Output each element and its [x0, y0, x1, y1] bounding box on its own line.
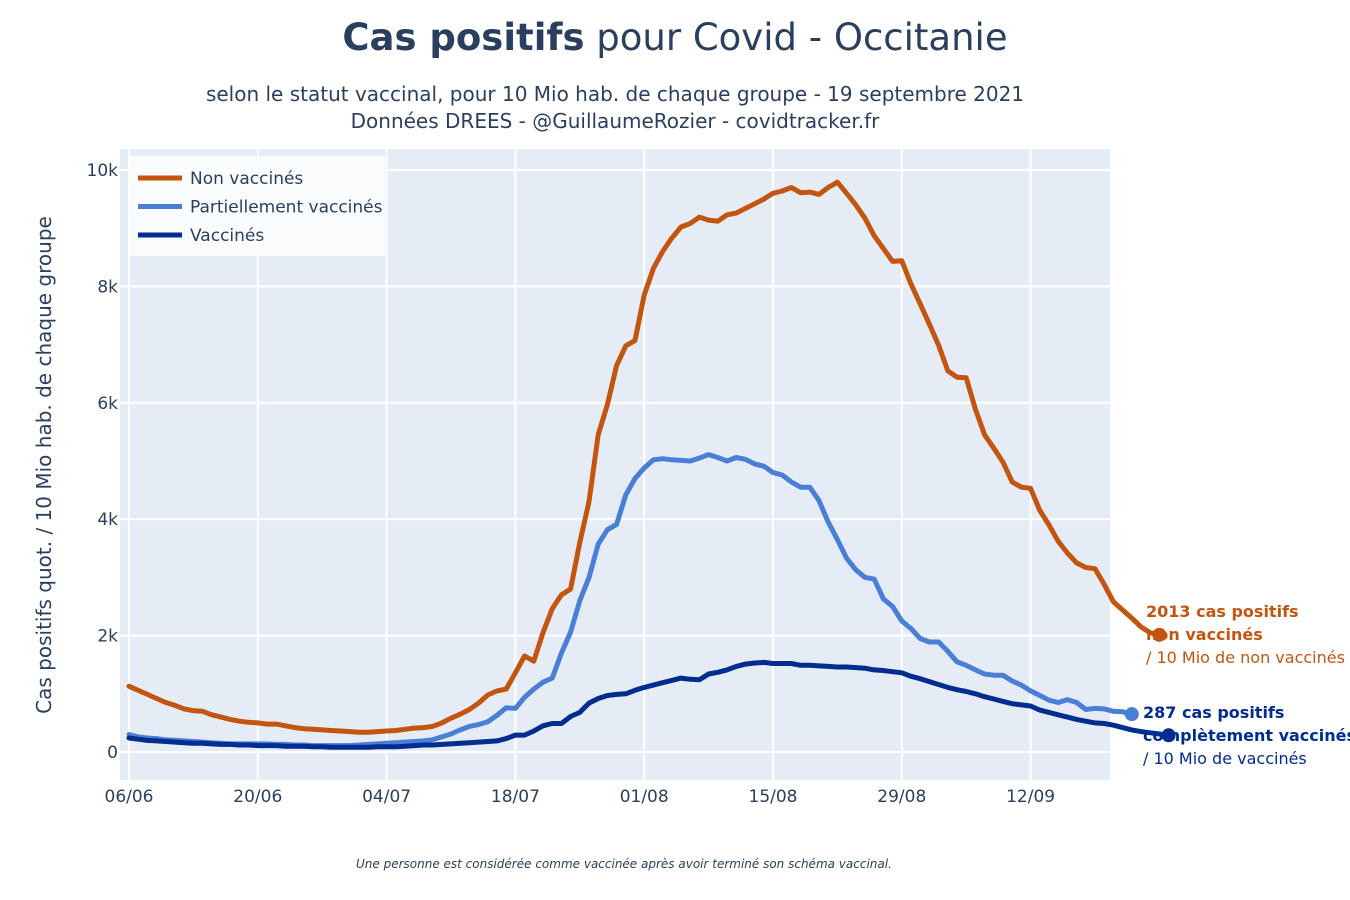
x-tick-label: 18/07: [491, 787, 540, 807]
x-tick-label: 20/06: [233, 787, 282, 807]
y-tick-label: 4k: [97, 510, 118, 530]
chart-title: Cas positifs pour Covid - Occitanie: [0, 16, 1350, 59]
x-tick-label: 01/08: [620, 787, 669, 807]
subtitle-line-2: Données DREES - @GuillaumeRozier - covid…: [350, 109, 880, 133]
annotation-non-vaccines-line2: non vaccinés: [1146, 625, 1263, 644]
annotation-vaccines-line2: complètement vaccinés: [1143, 726, 1350, 745]
y-tick-label: 0: [107, 743, 118, 763]
y-tick-label: 10k: [87, 161, 119, 181]
y-tick-label: 6k: [97, 394, 118, 414]
chart-title-rest: pour Covid - Occitanie: [584, 16, 1008, 59]
x-tick-label: 29/08: [877, 787, 926, 807]
series-end-marker-2: [1161, 728, 1176, 743]
annotation-non-vaccines: 2013 cas positifs non vaccinés / 10 Mio …: [1146, 600, 1345, 669]
legend-label-0: Non vaccinés: [190, 169, 303, 189]
x-tick-label: 12/09: [1006, 787, 1055, 807]
x-tick-label: 04/07: [362, 787, 411, 807]
subtitle-line-1: selon le statut vaccinal, pour 10 Mio ha…: [205, 82, 1025, 106]
series-end-marker-0: [1152, 627, 1167, 642]
legend-label-2: Vaccinés: [190, 226, 264, 246]
x-tick-label: 15/08: [749, 787, 798, 807]
y-tick-label: 8k: [97, 277, 118, 297]
series-end-marker-1: [1124, 707, 1139, 722]
annotation-vaccines-line1: 287 cas positifs: [1143, 703, 1285, 722]
annotation-vaccines-line3: / 10 Mio de vaccinés: [1143, 749, 1307, 768]
x-tick-label: 06/06: [105, 787, 154, 807]
chart-title-bold: Cas positifs: [342, 16, 585, 59]
y-tick-label: 2k: [97, 627, 118, 647]
annotation-vaccines: 287 cas positifs complètement vaccinés /…: [1143, 701, 1350, 770]
annotation-non-vaccines-line1: 2013 cas positifs: [1146, 602, 1299, 621]
annotation-non-vaccines-line3: / 10 Mio de non vaccinés: [1146, 648, 1345, 667]
series-line-2: [126, 659, 1172, 750]
y-axis-label: Cas positifs quot. / 10 Mio hab. de chaq…: [32, 216, 56, 714]
series-line-0: [126, 179, 1162, 735]
footnote: Une personne est considérée comme vaccin…: [356, 857, 892, 871]
legend-label-1: Partiellement vaccinés: [190, 198, 383, 218]
chart-subtitle: selon le statut vaccinal, pour 10 Mio ha…: [0, 81, 1230, 135]
